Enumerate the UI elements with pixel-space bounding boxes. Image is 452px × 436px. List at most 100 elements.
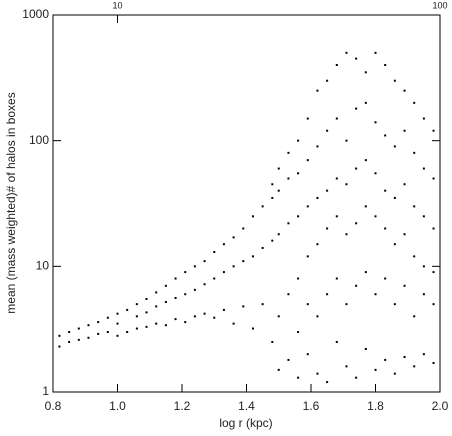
point: [277, 315, 280, 318]
point: [87, 324, 90, 327]
point: [384, 189, 387, 192]
point: [384, 227, 387, 230]
point: [403, 355, 406, 358]
point: [261, 205, 264, 208]
point: [126, 308, 129, 311]
point: [261, 246, 264, 249]
point: [364, 159, 367, 162]
point: [403, 284, 406, 287]
point: [193, 265, 196, 268]
point: [287, 358, 290, 361]
point: [271, 239, 274, 242]
point: [316, 89, 319, 92]
point: [145, 311, 148, 314]
point: [345, 303, 348, 306]
point: [145, 297, 148, 300]
y-tick-label: 1000: [22, 7, 49, 21]
point: [306, 255, 309, 258]
point: [422, 215, 425, 218]
point: [155, 305, 158, 308]
y-axis-label: mean (mass weighted)# of halos in boxes: [4, 92, 18, 313]
point: [335, 277, 338, 280]
point: [277, 167, 280, 170]
point: [355, 222, 358, 225]
point: [364, 347, 367, 350]
point: [232, 236, 235, 239]
point: [345, 365, 348, 368]
point: [58, 345, 61, 348]
point: [374, 51, 377, 54]
point: [403, 89, 406, 92]
point: [355, 57, 358, 60]
point: [297, 139, 300, 142]
point: [77, 338, 80, 341]
point: [316, 315, 319, 318]
point: [271, 183, 274, 186]
point: [326, 227, 329, 230]
point: [393, 196, 396, 199]
point: [271, 196, 274, 199]
point: [97, 321, 100, 324]
point: [335, 177, 338, 180]
point: [164, 324, 167, 327]
point: [326, 129, 329, 132]
point: [345, 183, 348, 186]
point: [432, 129, 435, 132]
point: [326, 381, 329, 384]
point: [432, 227, 435, 230]
point: [316, 196, 319, 199]
point: [68, 340, 71, 343]
point: [106, 331, 109, 334]
point: [116, 334, 119, 337]
point: [355, 167, 358, 170]
point: [87, 336, 90, 339]
x2-tick-label: 10: [112, 0, 122, 10]
y-tick-label: 10: [36, 259, 50, 273]
point: [422, 293, 425, 296]
point: [364, 71, 367, 74]
point: [68, 331, 71, 334]
point: [384, 358, 387, 361]
point: [355, 284, 358, 287]
point: [403, 183, 406, 186]
x2-tick-label: 100: [432, 0, 447, 10]
point: [222, 308, 225, 311]
point: [184, 321, 187, 324]
point: [384, 134, 387, 137]
point: [335, 340, 338, 343]
point: [174, 296, 177, 299]
point: [135, 315, 138, 318]
point: [432, 271, 435, 274]
y-tick-label: 1: [42, 384, 49, 398]
point: [432, 177, 435, 180]
x-tick-label: 1.4: [238, 399, 255, 413]
point: [364, 101, 367, 104]
point: [213, 251, 216, 254]
point: [306, 117, 309, 120]
point: [393, 145, 396, 148]
point: [58, 334, 61, 337]
point: [106, 316, 109, 319]
point: [135, 303, 138, 306]
point: [251, 215, 254, 218]
plot-frame: [52, 14, 441, 393]
point: [297, 331, 300, 334]
x-tick-label: 2.0: [432, 399, 449, 413]
point: [316, 372, 319, 375]
point: [116, 322, 119, 325]
point: [203, 283, 206, 286]
point: [355, 107, 358, 110]
point: [251, 255, 254, 258]
point: [384, 277, 387, 280]
point: [374, 368, 377, 371]
point: [306, 159, 309, 162]
point: [413, 101, 416, 104]
point: [277, 368, 280, 371]
x-tick-label: 1.8: [367, 399, 384, 413]
point: [413, 315, 416, 318]
point: [203, 312, 206, 315]
y-tick-label: 100: [29, 133, 49, 147]
point: [242, 227, 245, 230]
point: [164, 284, 167, 287]
point: [126, 331, 129, 334]
